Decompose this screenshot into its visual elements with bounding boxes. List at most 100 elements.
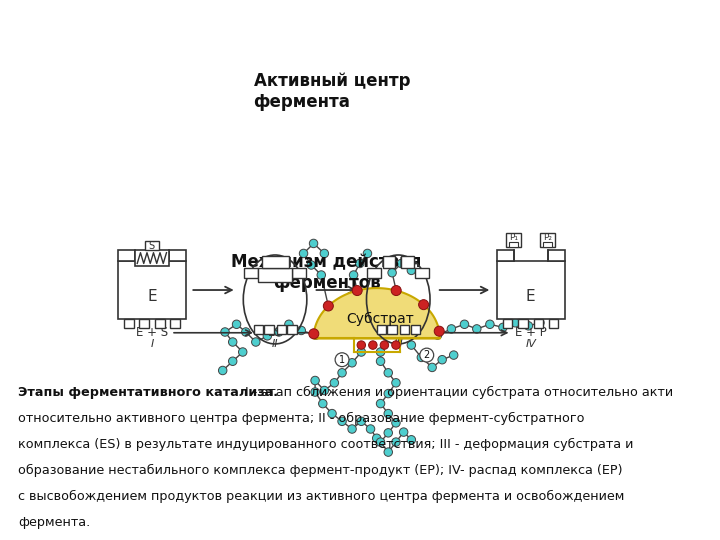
Polygon shape — [244, 268, 258, 278]
Circle shape — [400, 428, 408, 436]
Circle shape — [357, 348, 366, 356]
Text: Этапы ферментативного катализа.: Этапы ферментативного катализа. — [18, 386, 278, 399]
Circle shape — [251, 338, 260, 346]
Polygon shape — [258, 268, 292, 282]
Polygon shape — [377, 325, 386, 334]
Text: I: I — [150, 339, 153, 348]
Circle shape — [384, 448, 392, 456]
Circle shape — [524, 322, 533, 330]
Circle shape — [338, 417, 346, 426]
Circle shape — [274, 328, 283, 336]
Polygon shape — [506, 233, 521, 247]
Text: комплекса (ES) в результате индуцированного соответствия; III - деформация субст: комплекса (ES) в результате индуцированн… — [18, 438, 634, 451]
Circle shape — [300, 249, 307, 258]
Polygon shape — [549, 319, 559, 328]
Circle shape — [233, 320, 240, 328]
Circle shape — [320, 249, 328, 258]
Circle shape — [392, 379, 400, 387]
Polygon shape — [118, 251, 135, 261]
Circle shape — [418, 300, 428, 309]
Circle shape — [357, 341, 366, 349]
Circle shape — [384, 409, 392, 418]
Circle shape — [228, 338, 237, 346]
Circle shape — [335, 353, 349, 367]
Circle shape — [434, 326, 444, 336]
Text: 2: 2 — [423, 350, 430, 360]
Circle shape — [352, 286, 362, 295]
Polygon shape — [383, 256, 395, 268]
Circle shape — [263, 332, 271, 340]
Circle shape — [328, 409, 336, 418]
Polygon shape — [155, 319, 165, 328]
Circle shape — [447, 325, 456, 333]
Polygon shape — [497, 261, 564, 319]
Text: S: S — [149, 241, 155, 251]
Circle shape — [348, 425, 356, 433]
Text: E: E — [526, 289, 536, 305]
Circle shape — [407, 436, 415, 444]
Text: фермента.: фермента. — [18, 516, 90, 529]
Circle shape — [356, 259, 364, 268]
Circle shape — [320, 386, 328, 395]
Circle shape — [499, 323, 507, 332]
Circle shape — [311, 376, 320, 384]
Circle shape — [221, 328, 229, 336]
Text: образование нестабильного комплекса фермент-продукт (EP); IV- распад комплекса (: образование нестабильного комплекса ферм… — [18, 464, 623, 477]
Circle shape — [228, 357, 237, 366]
Polygon shape — [543, 242, 552, 247]
Polygon shape — [292, 268, 306, 278]
Circle shape — [238, 348, 247, 356]
Circle shape — [407, 341, 415, 349]
Text: E + S: E + S — [136, 326, 168, 339]
Polygon shape — [415, 268, 429, 278]
Polygon shape — [503, 319, 512, 328]
Circle shape — [377, 438, 384, 447]
Polygon shape — [253, 325, 263, 334]
Text: относительно активного центра фермента; II - образование фермент-субстратного: относительно активного центра фермента; … — [18, 412, 585, 425]
Polygon shape — [168, 251, 186, 261]
Text: Механизм действия
ферментов: Механизм действия ферментов — [231, 253, 422, 292]
Circle shape — [384, 369, 392, 377]
Circle shape — [310, 239, 318, 248]
Circle shape — [420, 348, 433, 362]
Polygon shape — [367, 268, 382, 278]
Circle shape — [372, 434, 381, 442]
Circle shape — [392, 341, 400, 349]
Circle shape — [330, 379, 338, 387]
Circle shape — [392, 418, 400, 427]
Circle shape — [317, 271, 325, 279]
Circle shape — [536, 319, 544, 327]
Circle shape — [384, 389, 392, 398]
Polygon shape — [287, 325, 297, 334]
Circle shape — [338, 369, 346, 377]
Circle shape — [377, 348, 384, 356]
Circle shape — [284, 320, 293, 328]
Text: Активный центр
фермента: Активный центр фермента — [253, 72, 410, 111]
Polygon shape — [387, 325, 397, 334]
Circle shape — [348, 359, 356, 367]
Polygon shape — [548, 251, 564, 261]
Circle shape — [384, 429, 392, 437]
Polygon shape — [509, 242, 518, 247]
Polygon shape — [135, 251, 168, 266]
Circle shape — [449, 351, 458, 359]
Text: E + P: E + P — [515, 326, 546, 339]
Polygon shape — [139, 319, 149, 328]
Circle shape — [472, 325, 481, 333]
Circle shape — [218, 366, 227, 375]
Circle shape — [323, 301, 333, 311]
Circle shape — [377, 357, 384, 366]
Text: Субстрат: Субстрат — [346, 312, 415, 326]
Text: III: III — [393, 339, 403, 348]
Polygon shape — [261, 256, 289, 268]
Circle shape — [428, 363, 436, 372]
Polygon shape — [264, 325, 274, 334]
Circle shape — [357, 417, 366, 426]
Polygon shape — [401, 256, 414, 268]
Circle shape — [417, 353, 426, 362]
Circle shape — [392, 438, 400, 447]
Circle shape — [363, 249, 372, 258]
Circle shape — [297, 326, 305, 335]
Circle shape — [392, 286, 400, 295]
Circle shape — [460, 320, 469, 328]
